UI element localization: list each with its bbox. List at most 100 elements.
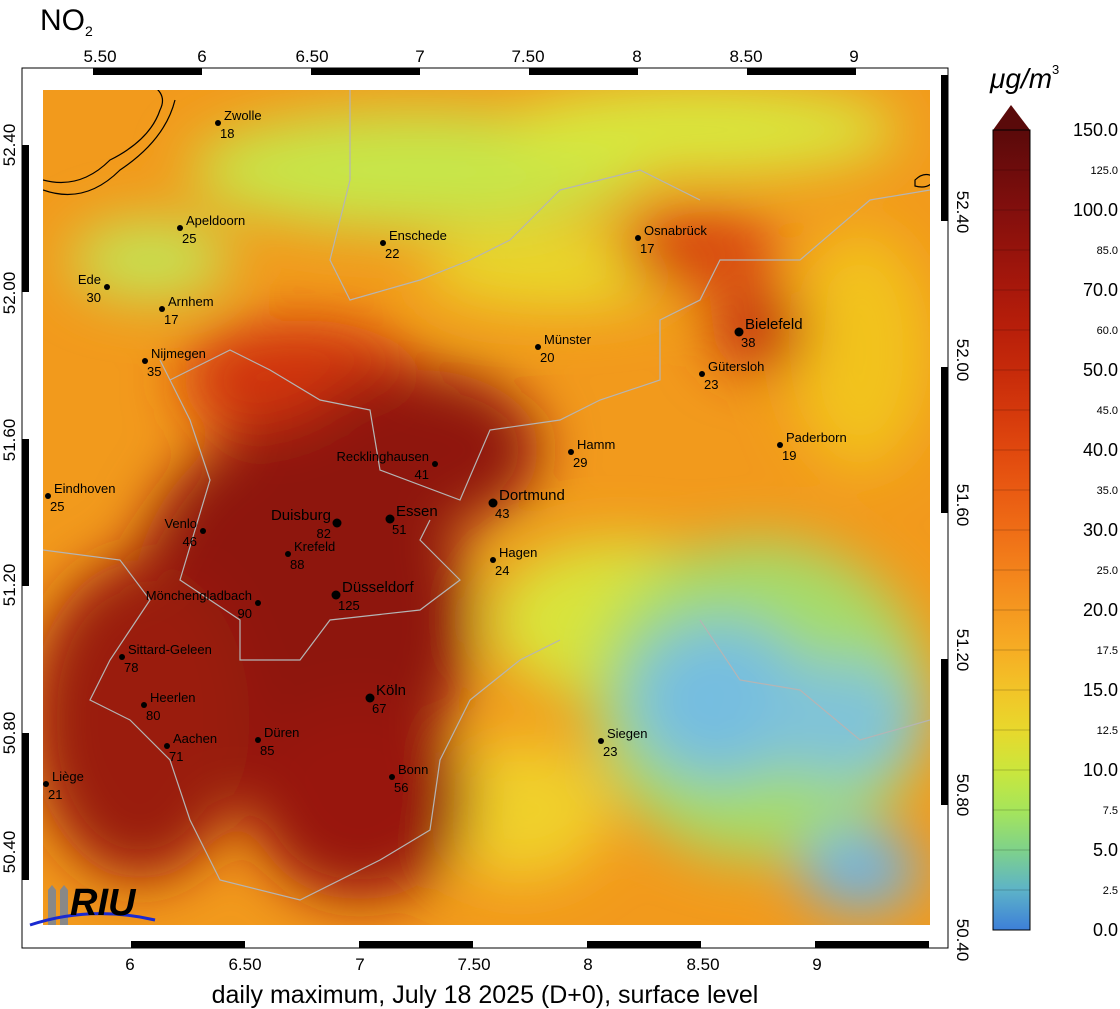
colorbar-label: 5.0	[1093, 840, 1118, 860]
city-name: Duisburg	[271, 507, 331, 524]
axis-bar	[941, 659, 948, 805]
city-value: 17	[164, 312, 178, 327]
left-tick-label: 50.80	[0, 712, 19, 755]
city-dot	[635, 235, 641, 241]
city-dot	[119, 654, 125, 660]
colorbar-segment	[993, 690, 1030, 730]
city-value: 30	[87, 290, 101, 305]
left-tick-label: 52.40	[0, 124, 19, 167]
right-tick-label: 52.40	[953, 191, 972, 234]
city-value: 17	[640, 241, 654, 256]
colorbar-arrow	[993, 105, 1030, 130]
logo-icon	[48, 885, 68, 925]
top-tick-label: 8	[632, 47, 641, 66]
colorbar-label: 30.0	[1083, 520, 1118, 540]
colorbar-label: 100.0	[1073, 200, 1118, 220]
city-value: 67	[372, 701, 386, 716]
city-dot	[734, 327, 744, 337]
colorbar-segment	[993, 610, 1030, 650]
unit-text: μg/m	[989, 63, 1052, 94]
city-value: 88	[290, 557, 304, 572]
city-value: 85	[260, 743, 274, 758]
right-tick-label: 52.00	[953, 339, 972, 382]
city-value: 23	[704, 377, 718, 392]
colorbar-label: 7.5	[1103, 805, 1118, 817]
city-name: Bonn	[398, 762, 428, 777]
bottom-tick-label: 6	[125, 955, 134, 974]
city-dot	[488, 498, 498, 508]
unit: μg/m3	[989, 62, 1059, 94]
city-name: Gütersloh	[708, 359, 764, 374]
city-name: Köln	[376, 682, 406, 699]
city-name: Paderborn	[786, 430, 847, 445]
colorbar-label: 17.5	[1097, 645, 1118, 657]
city-dot	[164, 743, 170, 749]
city-name: Essen	[396, 503, 438, 520]
axis-bar	[22, 733, 29, 880]
city-name: Venlo	[164, 516, 197, 531]
colorbar-label: 50.0	[1083, 360, 1118, 380]
city-dot	[389, 774, 395, 780]
city-dot	[365, 693, 375, 703]
colorbar-label: 85.0	[1097, 245, 1118, 257]
top-tick-label: 5.50	[83, 47, 116, 66]
city-dot	[699, 371, 705, 377]
bottom-tick-label: 6.50	[228, 955, 261, 974]
city-name: Aachen	[173, 731, 217, 746]
axis-bar	[529, 68, 638, 75]
colorbar-label: 0.0	[1093, 920, 1118, 940]
top-tick-label: 9	[849, 47, 858, 66]
city-name: Enschede	[389, 228, 447, 243]
city-name: Recklinghausen	[336, 449, 429, 464]
colorbar-label: 2.5	[1103, 885, 1118, 897]
city-dot	[45, 493, 51, 499]
city-name: Eindhoven	[54, 481, 115, 496]
city-name: Ede	[78, 272, 101, 287]
city-dot	[43, 781, 49, 787]
city-value: 20	[540, 350, 554, 365]
colorbar-segment	[993, 130, 1030, 170]
colorbar-segment	[993, 250, 1030, 290]
title-subscript: 2	[85, 23, 93, 39]
logo: RIU	[29, 882, 156, 927]
city-dot	[200, 528, 206, 534]
colorbar-segment	[993, 330, 1030, 370]
bottom-tick-label: 8.50	[686, 955, 719, 974]
city-value: 21	[48, 787, 62, 802]
axis-bar	[815, 941, 929, 948]
colorbar-segment	[993, 570, 1030, 610]
city-value: 35	[147, 364, 161, 379]
city-name: Dortmund	[499, 487, 565, 504]
city-value: 46	[183, 534, 197, 549]
city-value: 23	[603, 744, 617, 759]
colorbar-label: 20.0	[1083, 600, 1118, 620]
city-dot	[215, 120, 221, 126]
city-dot	[255, 600, 261, 606]
axis-bar	[587, 941, 701, 948]
axis-bar	[22, 439, 29, 586]
city-value: 38	[741, 335, 755, 350]
city-value: 24	[495, 563, 509, 578]
city-dot	[331, 590, 341, 600]
city-name: Heerlen	[150, 690, 196, 705]
top-tick-label: 8.50	[729, 47, 762, 66]
caption: daily maximum, July 18 2025 (D+0), surfa…	[212, 981, 759, 1009]
axis-bar	[359, 941, 473, 948]
city-value: 78	[124, 660, 138, 675]
axis-bar	[131, 941, 245, 948]
city-value: 22	[385, 246, 399, 261]
city-value: 41	[415, 467, 429, 482]
city-name: Siegen	[607, 726, 647, 741]
city-value: 19	[782, 448, 796, 463]
colorbar-segment	[993, 210, 1030, 250]
city-value: 90	[238, 606, 252, 621]
colorbar-segment	[993, 530, 1030, 570]
city-value: 56	[394, 780, 408, 795]
colorbar-segment	[993, 410, 1030, 450]
logo-text: RIU	[70, 882, 137, 924]
city-dot	[490, 557, 496, 563]
title-text: NO	[40, 4, 85, 37]
colorbar-segment	[993, 810, 1030, 850]
right-tick-label: 51.20	[953, 629, 972, 672]
